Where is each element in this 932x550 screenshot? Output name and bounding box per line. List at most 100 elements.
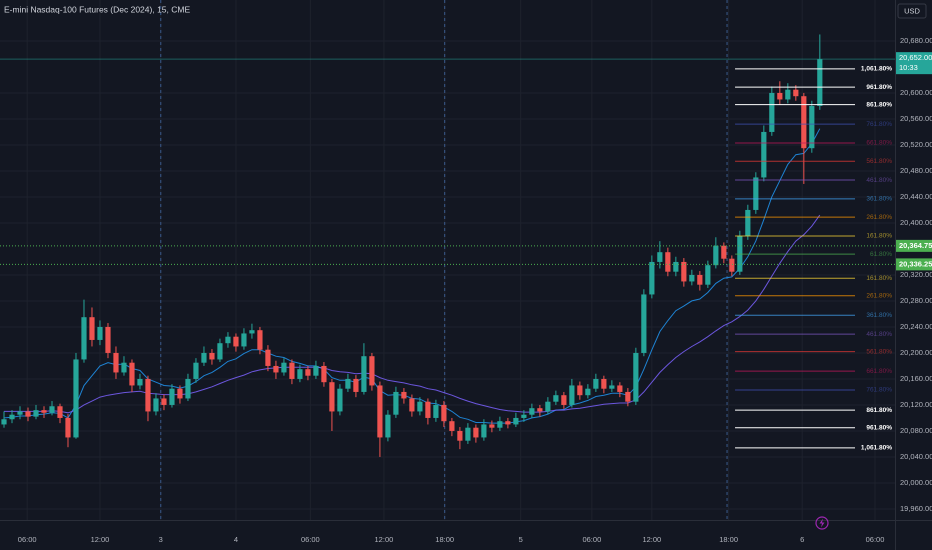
candle-body — [681, 261, 687, 282]
candle-body — [761, 131, 767, 178]
last-price-label: 20,652.00 — [899, 53, 932, 62]
candle-body — [585, 388, 591, 396]
candle-body — [505, 421, 511, 425]
candle-body — [193, 362, 199, 379]
candle-body — [73, 359, 79, 438]
candle-body — [57, 406, 63, 418]
candle-body — [353, 378, 359, 392]
y-tick-label: 20,680.00 — [900, 36, 932, 45]
candle-body — [313, 365, 319, 376]
y-tick-label: 20,280.00 — [900, 296, 932, 305]
event-icon[interactable] — [815, 516, 829, 530]
candle-body — [169, 388, 175, 405]
candle-body — [417, 401, 423, 412]
candle-body — [513, 417, 519, 425]
event-bolt — [819, 518, 825, 528]
candle-body — [185, 378, 191, 399]
candle-body — [217, 343, 223, 360]
currency-button[interactable] — [897, 3, 927, 19]
candle-body — [801, 96, 807, 149]
y-tick-label: 20,240.00 — [900, 322, 932, 331]
y-tick-label: 20,040.00 — [900, 452, 932, 461]
candle-body — [305, 369, 311, 376]
candle-body — [697, 274, 703, 285]
candle-body — [769, 92, 775, 132]
fib-label: 361.80% — [866, 196, 892, 203]
candle-body — [41, 410, 47, 413]
candle-body — [753, 177, 759, 210]
fib-label: 861.80% — [866, 101, 892, 108]
candle-body — [545, 401, 551, 412]
candle-body — [481, 424, 487, 438]
candle-body — [265, 349, 271, 366]
x-tick-label: 12:00 — [91, 535, 110, 544]
candle-body — [89, 317, 95, 340]
candle-body — [401, 391, 407, 399]
candle-body — [817, 59, 823, 106]
fib-label: 961.80% — [866, 84, 892, 91]
moving-average — [4, 214, 821, 414]
y-tick-label: 20,480.00 — [900, 166, 932, 175]
x-tick-label: 4 — [234, 535, 238, 544]
y-tick-label: 20,200.00 — [900, 348, 932, 357]
y-tick-label: 20,600.00 — [900, 88, 932, 97]
grid — [0, 0, 895, 520]
y-tick-label: 20,560.00 — [900, 114, 932, 123]
candle-body — [233, 336, 239, 347]
x-tick-label: 18:00 — [719, 535, 738, 544]
candle-body — [601, 378, 607, 389]
y-tick-label: 20,440.00 — [900, 192, 932, 201]
candle-body — [673, 261, 679, 272]
candle-body — [465, 427, 471, 441]
candle-body — [113, 352, 119, 373]
candle-body — [569, 385, 575, 405]
candle-body — [425, 401, 431, 418]
x-tick-label: 06:00 — [866, 535, 885, 544]
candle-body — [337, 388, 343, 412]
fib-label: 961.80% — [866, 424, 892, 431]
candle-body — [161, 398, 167, 405]
candle-body — [281, 362, 287, 373]
candle-body — [529, 408, 535, 415]
candle-body — [785, 89, 791, 100]
fib-label: 661.80% — [866, 140, 892, 147]
candle-body — [81, 317, 87, 360]
candle-body — [497, 421, 503, 428]
candle-body — [745, 209, 751, 236]
y-tick-label: 20,120.00 — [900, 400, 932, 409]
candle-body — [537, 408, 543, 412]
fib-label: 161.80% — [866, 275, 892, 282]
candle-body — [705, 265, 711, 285]
plot: 1,061.80% 961.80% 861.80% 761.80% 661.80% 561… — [0, 34, 895, 457]
fib-label: 461.80% — [866, 177, 892, 184]
candle-body — [321, 365, 327, 383]
candle-body — [33, 410, 39, 417]
currency[interactable]: USD — [904, 6, 920, 15]
candle-body — [393, 391, 399, 415]
x-tick-label: 3 — [159, 535, 163, 544]
last-price-tag — [896, 52, 932, 75]
candle-body — [129, 362, 135, 386]
candle-body — [249, 330, 255, 334]
candle-body — [153, 398, 159, 412]
candle-body — [729, 258, 735, 272]
candle-body — [633, 352, 639, 402]
fib-label: 1,061.80% — [861, 66, 892, 73]
y-tick-label: 20,400.00 — [900, 218, 932, 227]
countdown: 10:33 — [899, 63, 918, 72]
candle-body — [457, 430, 463, 441]
candle-body — [225, 336, 231, 344]
candle-body — [441, 404, 447, 422]
level-label: 20,336.25 — [899, 259, 932, 268]
fib-label: 761.80% — [866, 387, 892, 394]
candle-body — [489, 424, 495, 428]
fib-label: 61.80% — [870, 251, 892, 258]
y-tick-label: 20,000.00 — [900, 478, 932, 487]
candle-body — [721, 245, 727, 259]
y-tick-label: 20,520.00 — [900, 140, 932, 149]
candle-body — [641, 294, 647, 353]
candle-body — [433, 404, 439, 418]
candle-body — [1, 419, 7, 425]
fib-label: 561.80% — [866, 158, 892, 165]
